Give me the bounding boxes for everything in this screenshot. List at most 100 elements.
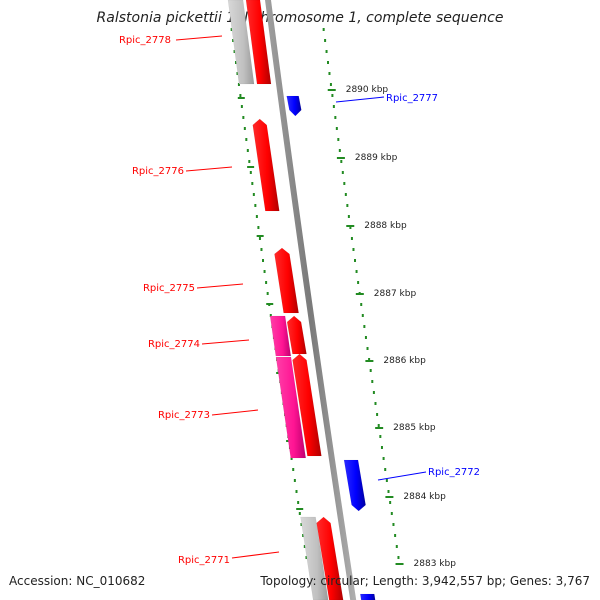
ruler-tick [346, 225, 355, 227]
gene-leader-line [185, 166, 233, 172]
outer-tick-dot [374, 402, 377, 405]
outer-tick-dot [322, 28, 325, 31]
ruler-tick [355, 293, 364, 295]
gene-label[interactable]: Rpic_2777 [386, 93, 438, 104]
outer-tick-dot [346, 204, 349, 207]
outer-tick-dot [357, 281, 360, 284]
inner-tick-dot [292, 468, 295, 471]
ruler-tick [395, 563, 404, 565]
outer-tick-dot [377, 424, 380, 427]
outer-tick-dot [341, 171, 344, 174]
outer-tick-dot [371, 380, 374, 383]
outer-tick-dot [389, 501, 392, 504]
inner-tick-dot [290, 457, 293, 460]
inner-tick-dot [266, 292, 269, 295]
inner-tick-dot [300, 523, 303, 526]
inner-tick-dash [237, 97, 245, 99]
outer-tick-dot [337, 138, 340, 141]
inner-tick-dash [266, 303, 274, 305]
inner-tick-dot [237, 83, 240, 86]
forward-gene-block [286, 315, 307, 355]
ruler-label: 2890 kbp [346, 85, 389, 95]
inner-tick-dot [246, 149, 249, 152]
forward-gene-block [292, 353, 322, 457]
ruler-label: 2887 kbp [374, 289, 417, 299]
outer-tick-dot [325, 50, 328, 53]
backbone-line [265, 0, 357, 600]
gene-label[interactable]: Rpic_2772 [428, 467, 480, 478]
ruler-tick [327, 89, 336, 91]
outer-tick-dot [352, 248, 355, 251]
gene-label[interactable]: Rpic_2776 [132, 166, 184, 177]
inner-tick-dot [235, 61, 238, 64]
ruler-label: 2886 kbp [383, 356, 426, 366]
forward-gene-block [245, 0, 272, 85]
gene-leader-line [377, 471, 427, 481]
rna-gene-block [275, 356, 307, 459]
reverse-gene-block [359, 593, 376, 600]
outer-tick-dot [394, 534, 397, 537]
outer-tick-dot [360, 303, 363, 306]
outer-tick-dot [355, 270, 358, 273]
gene-leader-line [196, 283, 244, 289]
inner-tick-dot [293, 479, 296, 482]
forward-gene-block [274, 247, 299, 314]
ruler-layer: 2890 kbp 2889 kbp 2888 kbp 2887 kbp 2886 kbp… [327, 85, 457, 569]
pseudo-gene-block [300, 516, 329, 600]
map-title: Ralstonia pickettii 12J chromosome 1, co… [96, 10, 504, 26]
inner-tick-dot [262, 259, 265, 262]
inner-tick-dot [265, 281, 268, 284]
pseudo-gene-block [227, 0, 255, 85]
ruler-label: 2883 kbp [414, 559, 457, 569]
inner-tick-dot [239, 94, 242, 97]
outer-tick-dot [335, 127, 338, 130]
ruler-label: 2884 kbp [403, 492, 446, 502]
outer-tick-dot [364, 336, 367, 339]
gene-label[interactable]: Rpic_2773 [158, 410, 210, 421]
outer-tick-dot [368, 358, 371, 361]
inner-tick-dot [305, 556, 308, 559]
inner-tick-dot [245, 138, 248, 141]
ruler-tick [385, 496, 394, 498]
outer-tick-dot [350, 237, 353, 240]
backbone-layer [265, 0, 357, 600]
gene-leader-line [231, 551, 280, 559]
gene-leader-line [175, 35, 223, 41]
inner-tick-dot [295, 490, 298, 493]
inner-tick-dot [297, 501, 300, 504]
outer-tick-dot [382, 457, 385, 460]
inner-tick-dot [232, 39, 235, 42]
outer-tick-dot [366, 347, 369, 350]
inner-tick-dot [263, 270, 266, 273]
inner-tick-dash [296, 508, 304, 510]
gene-label[interactable]: Rpic_2771 [178, 555, 230, 566]
inner-tick-dot [254, 204, 257, 207]
sequence-summary-text: Topology: circular; Length: 3,942,557 bp… [260, 574, 590, 588]
gene-label[interactable]: Rpic_2775 [143, 283, 195, 294]
gene-label[interactable]: Rpic_2774 [148, 339, 200, 350]
outer-tick-dot [324, 39, 327, 42]
ruler-label: 2888 kbp [364, 221, 407, 231]
forward-gene-block [316, 516, 344, 600]
outer-tick-dot [384, 468, 387, 471]
outer-tick-dot [331, 94, 334, 97]
outer-tick-dot [332, 105, 335, 108]
outer-tick-dot [329, 83, 332, 86]
ruler-tick [375, 427, 384, 429]
accession-text: Accession: NC_010682 [9, 574, 146, 588]
outer-tick-dot [392, 523, 395, 526]
outer-tick-dot [327, 61, 330, 64]
outer-tick-dot [397, 556, 400, 559]
outer-tick-dot [379, 435, 382, 438]
ruler-label: 2885 kbp [393, 423, 436, 433]
outer-tick-dot [349, 226, 352, 229]
inner-tick-dash [256, 235, 264, 237]
inner-tick-dot [251, 182, 254, 185]
reverse-gene-block [286, 95, 302, 117]
inner-tick-dot [240, 105, 243, 108]
gene-leader-line [211, 409, 259, 416]
outer-tick-dot [344, 193, 347, 196]
gene-label[interactable]: Rpic_2778 [119, 35, 171, 46]
outer-tick-dot [385, 479, 388, 482]
